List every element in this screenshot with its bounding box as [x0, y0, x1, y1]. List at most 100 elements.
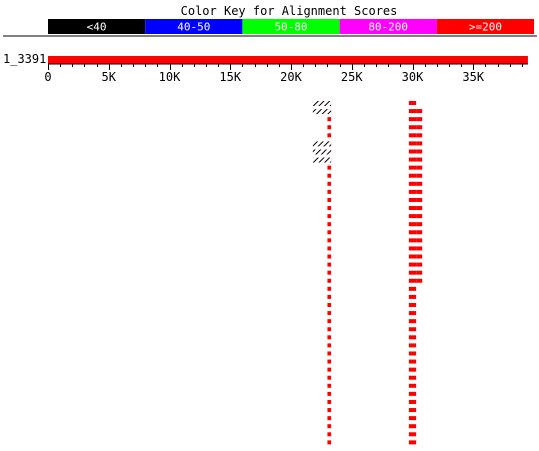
hit-hatched-mark — [312, 157, 332, 163]
hit-segment-a — [327, 303, 332, 307]
hit-segment-b-right — [416, 230, 423, 235]
hit-segment-a — [327, 327, 332, 332]
hit-segment-a — [327, 197, 332, 202]
hit-segment-a — [327, 173, 332, 178]
ruler-tick-label: 5K — [102, 70, 117, 84]
hit-segment-b-right — [416, 206, 423, 211]
query-bar-fill — [48, 56, 528, 64]
hit-segment-a — [327, 440, 332, 445]
hit-segment-b — [408, 222, 417, 227]
hit-segment-b — [408, 399, 417, 404]
hit-segment-b — [408, 141, 417, 146]
hit-segment-b-right — [416, 125, 423, 130]
hit-segment-b — [408, 432, 417, 437]
hit-segment-b — [408, 335, 417, 340]
hit-segment-b-right — [416, 157, 423, 162]
hit-segment-b-right — [416, 262, 423, 267]
hit-segment-a — [327, 311, 332, 316]
hit-segment-b-right — [416, 214, 423, 219]
hit-segment-b — [408, 206, 417, 211]
query-name: 1_3391 — [3, 52, 46, 66]
hit-segment-b — [408, 303, 417, 307]
hit-segment-a — [327, 181, 332, 186]
hit-segment-a — [327, 278, 332, 283]
color-key-swatch — [48, 19, 146, 34]
hit-segment-b — [408, 157, 417, 162]
color-key-label: 80-200 — [368, 21, 408, 34]
hit-segment-b-right — [416, 133, 423, 138]
hit-segment-b-right — [416, 173, 423, 178]
hit-segment-b — [408, 278, 417, 283]
hit-segment-b — [408, 440, 417, 445]
hit-segment-a — [327, 359, 332, 364]
hit-segment-b-right — [416, 117, 423, 122]
hit-segment-a — [327, 319, 332, 324]
hit-segment-b-right — [416, 222, 423, 227]
hit-segment-b — [408, 262, 417, 267]
hit-segment-b-right — [416, 197, 423, 202]
hit-hatched-mark — [312, 141, 332, 147]
hit-segment-a — [327, 391, 332, 396]
color-key-title: Color Key for Alignment Scores — [181, 4, 398, 18]
hit-segment-b — [408, 375, 417, 380]
hit-segment-a — [327, 238, 332, 243]
hit-segment-b-right — [416, 254, 423, 259]
hit-segment-b — [408, 165, 417, 170]
query-bar — [48, 56, 528, 64]
hit-segment-a — [327, 343, 332, 348]
color-key-label: <40 — [87, 21, 107, 34]
hit-segment-b — [408, 319, 417, 324]
color-key-swatch — [242, 19, 340, 34]
hit-segment-b — [408, 230, 417, 235]
ruler: 0 5K 10K 15K 20K 25K 30K 35K — [44, 63, 528, 84]
hit-segment-a — [327, 294, 332, 299]
hit-segment-a — [327, 286, 332, 291]
hit-segment-b — [408, 424, 417, 429]
hit-segment-a — [327, 125, 332, 130]
hit-segment-a — [327, 351, 332, 356]
hit-segment-a — [327, 230, 332, 235]
hit-segment-b — [408, 133, 417, 138]
color-key: <40 40-50 50-80 80-200 >=200 — [48, 19, 534, 34]
color-key-swatch — [339, 19, 437, 34]
hit-segment-b — [408, 408, 417, 413]
hit-hatched-mark — [312, 101, 332, 106]
hit-segment-b — [408, 286, 417, 291]
hit-segment-b-right — [416, 270, 423, 275]
hit-segment-a — [327, 133, 332, 138]
hit-segment-a — [327, 189, 332, 194]
hit-segment-a — [327, 206, 332, 211]
hit-segment-b — [408, 367, 417, 372]
hit-segment-b — [408, 254, 417, 259]
hit-segment-b — [408, 181, 417, 186]
ruler-tick-label: 30K — [402, 70, 424, 84]
hit-segment-b — [408, 343, 417, 348]
hit-segment-b-right — [416, 149, 423, 154]
hit-segment-b — [408, 149, 417, 154]
ruler-tick-label: 25K — [341, 70, 363, 84]
hit-segment-a — [327, 375, 332, 380]
hit-segment-b-right — [416, 189, 423, 194]
hit-segment-b — [408, 125, 417, 130]
hit-segment-b — [408, 391, 417, 396]
hit-segment-b — [408, 197, 417, 202]
color-key-swatch — [436, 19, 534, 34]
hit-segment-b-right — [416, 141, 423, 146]
hit-segment-a — [327, 367, 332, 372]
hit-segment-b-right — [416, 165, 423, 170]
hit-segment-b — [408, 383, 417, 388]
ruler-tick-label: 15K — [219, 70, 241, 84]
hit-segment-a — [327, 432, 332, 437]
hit-segment-b-right — [416, 181, 423, 186]
hit-segment-b — [408, 327, 417, 332]
hit-segment-b — [408, 294, 417, 299]
color-key-swatch — [145, 19, 243, 34]
hit-segment-b-right — [416, 246, 423, 251]
hit-segment-b — [408, 270, 417, 275]
ruler-tick-label: 20K — [280, 70, 302, 84]
hit-segment-b — [408, 214, 417, 219]
hit-segment-b — [408, 101, 417, 105]
hit-segment-a — [327, 270, 332, 275]
hit-segment-b-right — [416, 238, 423, 243]
